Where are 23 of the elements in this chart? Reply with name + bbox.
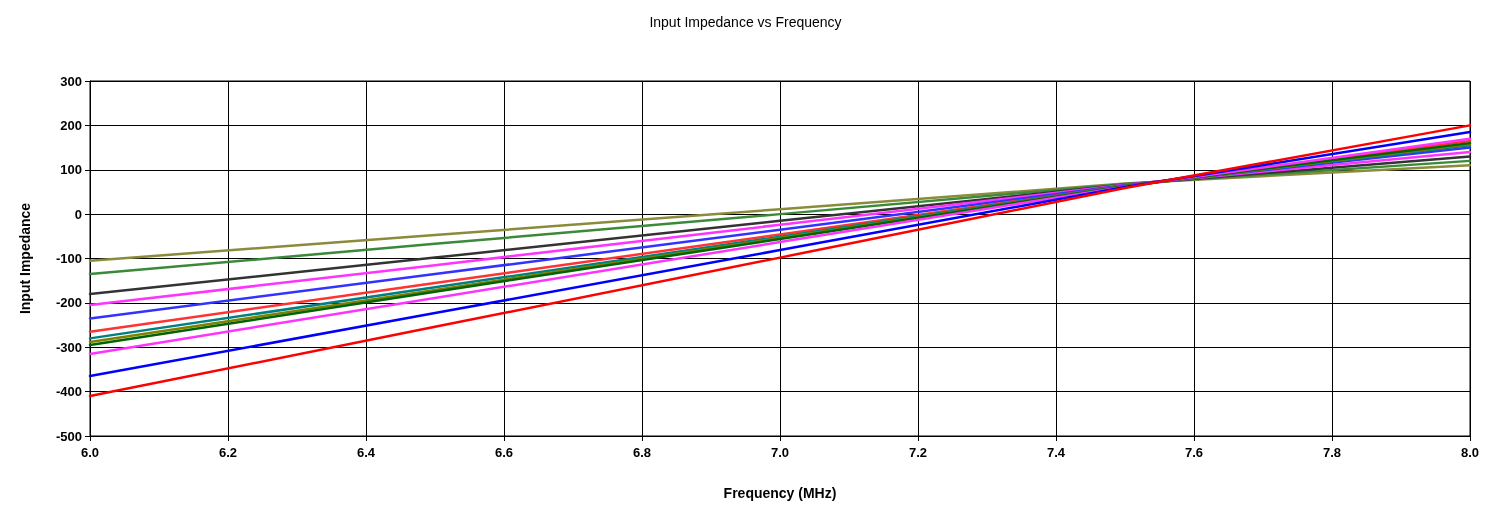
x-tick-label: 7.4 — [1046, 445, 1066, 460]
x-tick-label: 7.8 — [1322, 445, 1342, 460]
y-tick-label: 300 — [60, 73, 82, 89]
y-tick-label: -200 — [55, 295, 82, 311]
y-tick-label: -500 — [55, 428, 82, 444]
y-axis-title: Input Impedance — [17, 202, 33, 315]
chart-title: Input Impedance vs Frequency — [649, 14, 842, 30]
x-tick-label: 7.0 — [770, 445, 790, 460]
x-tick-label: 8.0 — [1460, 445, 1480, 460]
x-tick-label: 7.6 — [1184, 445, 1204, 460]
y-tick-label: -400 — [55, 384, 82, 400]
x-tick-label: 6.8 — [632, 445, 652, 460]
x-axis-title: Frequency (MHz) — [723, 485, 837, 501]
y-tick-label: 100 — [60, 162, 82, 178]
y-tick-label: 200 — [60, 117, 82, 133]
x-tick-label: 6.6 — [494, 445, 514, 460]
y-tick-label: -300 — [55, 339, 82, 355]
y-tick-label: -100 — [55, 251, 82, 266]
x-tick-label: 6.2 — [218, 445, 238, 460]
x-tick-label: 7.2 — [908, 445, 928, 460]
y-tick-label: 0 — [74, 206, 82, 222]
x-tick-label: 6.0 — [80, 445, 100, 460]
x-tick-label: 6.4 — [356, 445, 376, 460]
